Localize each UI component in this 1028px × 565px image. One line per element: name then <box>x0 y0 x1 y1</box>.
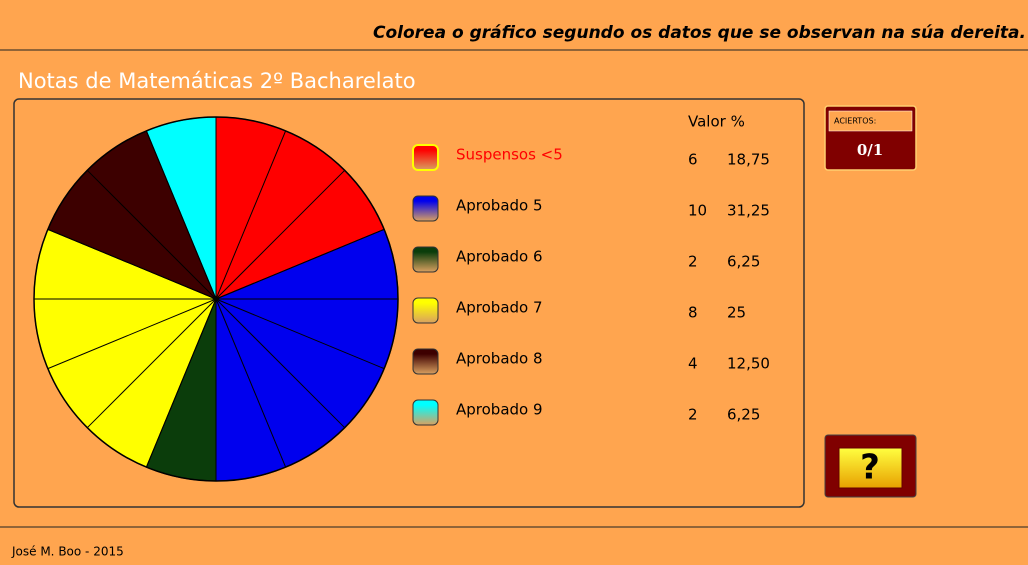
count: 2 <box>688 253 698 271</box>
score-label: ACIERTOS: <box>834 117 876 126</box>
count: 2 <box>688 406 698 424</box>
legend-swatch <box>412 348 439 375</box>
pie-divider <box>86 298 217 429</box>
pie-divider <box>145 298 217 468</box>
pie-divider <box>47 298 217 370</box>
legend-label: Aprobado 7 <box>456 299 543 317</box>
legend-swatch <box>412 297 439 324</box>
legend-swatch <box>412 195 439 222</box>
column-header: Valor % <box>688 113 745 131</box>
score-label-box <box>828 110 913 132</box>
percent: 31,25 <box>727 202 770 220</box>
legend-swatch <box>412 246 439 273</box>
help-button-label[interactable]: ? <box>860 448 880 488</box>
pie-divider <box>215 298 385 370</box>
percent: 25 <box>727 304 746 322</box>
count: 4 <box>688 355 698 373</box>
percent: 12,50 <box>727 355 770 373</box>
instruction: Colorea o gráfico segundo os datos que s… <box>373 23 1026 43</box>
legend-swatch <box>412 399 439 426</box>
pie-divider <box>145 130 217 300</box>
legend-label: Aprobado 8 <box>456 350 543 368</box>
pie-outline <box>33 116 399 482</box>
help-button-face[interactable] <box>838 447 903 489</box>
count: 10 <box>688 202 707 220</box>
legend-label: Aprobado 9 <box>456 401 543 419</box>
percent: 6,25 <box>727 406 760 424</box>
pie-divider <box>215 298 346 429</box>
count: 6 <box>688 151 698 169</box>
title: Notas de Matemáticas 2º Bacharelato <box>18 69 416 93</box>
pie-divider <box>86 169 217 300</box>
legend-swatch <box>412 144 439 171</box>
percent: 6,25 <box>727 253 760 271</box>
pie-divider <box>47 228 217 300</box>
score-value: 0/1 <box>857 141 883 159</box>
footer: José M. Boo - 2015 <box>11 545 124 559</box>
legend-label: Aprobado 6 <box>456 248 543 266</box>
pie-divider <box>215 298 287 468</box>
legend-label: Suspensos <5 <box>456 146 563 164</box>
count: 8 <box>688 304 698 322</box>
pie-divider <box>215 228 385 300</box>
pie <box>33 116 399 482</box>
pie-divider <box>215 169 346 300</box>
legend-label: Aprobado 5 <box>456 197 543 215</box>
legend: Suspensos <5 6 18,75 Aprobado 5 10 31,25 Aprob… <box>412 144 770 426</box>
pie-divider <box>215 130 287 300</box>
percent: 18,75 <box>727 151 770 169</box>
